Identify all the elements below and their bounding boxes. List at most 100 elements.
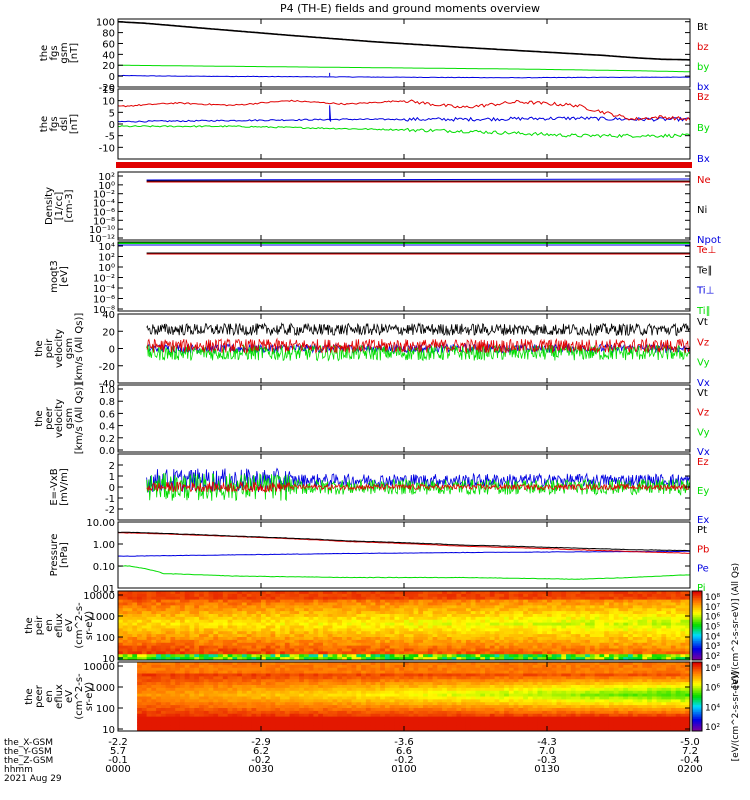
heatmap-cell [184, 719, 190, 723]
heatmap-cell [241, 628, 248, 632]
heatmap-cell [122, 628, 129, 632]
heatmap-cell [365, 657, 372, 661]
heatmap-cell [585, 591, 591, 595]
heatmap-cell [275, 702, 281, 706]
heatmap-cell [418, 687, 424, 692]
heatmap-cell [399, 625, 405, 629]
heatmap-cell [346, 696, 353, 700]
heatmap-cell [246, 713, 252, 718]
heatmap-cell [413, 705, 419, 709]
heatmap-cell [132, 602, 138, 606]
heatmap-cell [547, 593, 553, 598]
colorbar-tick: 10² [705, 652, 720, 662]
heatmap-cell [470, 654, 476, 658]
heatmap-cell [303, 634, 310, 638]
heatmap-cell [642, 605, 648, 609]
heatmap-cell [346, 596, 353, 601]
heatmap-cell [446, 614, 453, 618]
heatmap-cell [561, 593, 567, 598]
heatmap-cell [513, 622, 519, 626]
heatmap-cell [308, 705, 314, 709]
heatmap-cell [408, 662, 415, 666]
heatmap-cell [613, 622, 619, 626]
heatmap-cell [318, 728, 324, 732]
ytick-label: 40 [102, 310, 115, 321]
heatmap-cell [661, 622, 667, 626]
heatmap-cell [470, 631, 476, 635]
heatmap-cell [122, 631, 129, 635]
heatmap-cell [356, 673, 362, 677]
heatmap-cell [356, 716, 362, 720]
heatmap-cell [384, 642, 391, 647]
heatmap-cell [170, 722, 176, 726]
heatmap-cell [561, 611, 567, 615]
colorbar-cell [692, 613, 702, 616]
heatmap-cell [261, 591, 267, 595]
heatmap-cell [461, 634, 467, 638]
heatmap-cell [160, 593, 167, 598]
heatmap-cell [542, 599, 548, 603]
heatmap-cell [642, 608, 648, 612]
heatmap-cell [251, 667, 257, 672]
colorbar-cell [692, 644, 702, 647]
heatmap-cell [642, 599, 648, 603]
heatmap-cell [351, 628, 357, 632]
ytick-label: 0.4 [99, 422, 115, 433]
heatmap-cell [322, 605, 329, 609]
heatmap-cell [160, 645, 167, 649]
heatmap-cell [418, 622, 424, 626]
heatmap-cell [508, 602, 515, 606]
heatmap-cell [179, 619, 186, 624]
heatmap-cell [632, 634, 639, 638]
heatmap-cell [327, 690, 333, 695]
heatmap-cell [256, 673, 262, 677]
heatmap-cell [270, 696, 276, 700]
heatmap-cell [265, 725, 272, 729]
heatmap-cell [613, 628, 619, 632]
heatmap-cell [356, 662, 362, 666]
heatmap-cell [270, 657, 276, 661]
heatmap-cell [175, 682, 181, 686]
heatmap-cell [380, 682, 386, 686]
heatmap-cell [165, 699, 171, 703]
heatmap-cell [146, 622, 152, 626]
heatmap-cell [203, 662, 210, 666]
heatmap-cell [594, 657, 600, 661]
heatmap-cell [351, 710, 357, 715]
heatmap-cell [122, 591, 129, 595]
heatmap-cell [547, 602, 553, 606]
colorbar-cell [692, 653, 702, 656]
heatmap-cell [451, 693, 457, 697]
heatmap-cell [256, 642, 262, 647]
heatmap-cell [465, 637, 472, 641]
heatmap-cell [551, 634, 558, 638]
heatmap-cell [389, 716, 395, 720]
series-Npot [146, 178, 691, 181]
heatmap-cell [623, 651, 629, 655]
heatmap-cell [289, 619, 295, 624]
heatmap-cell [246, 631, 252, 635]
heatmap-cell [351, 625, 357, 629]
heatmap-cell [532, 614, 538, 618]
heatmap-cell [289, 667, 295, 672]
heatmap-cell [342, 719, 348, 723]
heatmap-cell [265, 622, 272, 626]
heatmap-cell [365, 619, 372, 624]
heatmap-cell [623, 608, 629, 612]
heatmap-cell [289, 637, 295, 641]
legend-Pb: Pb [697, 544, 709, 555]
heatmap-cell [265, 693, 272, 697]
heatmap-cell [265, 716, 272, 720]
heatmap-cell [208, 605, 214, 609]
heatmap-cell [294, 670, 300, 674]
heatmap-cell [184, 591, 190, 595]
heatmap-cell [399, 616, 405, 621]
heatmap-cell [160, 676, 167, 680]
heatmap-cell [351, 642, 357, 647]
heatmap-cell [322, 602, 329, 606]
heatmap-cell [456, 639, 462, 644]
heatmap-cell [608, 639, 615, 644]
heatmap-cell [284, 719, 291, 723]
heatmap-cell [342, 682, 348, 686]
